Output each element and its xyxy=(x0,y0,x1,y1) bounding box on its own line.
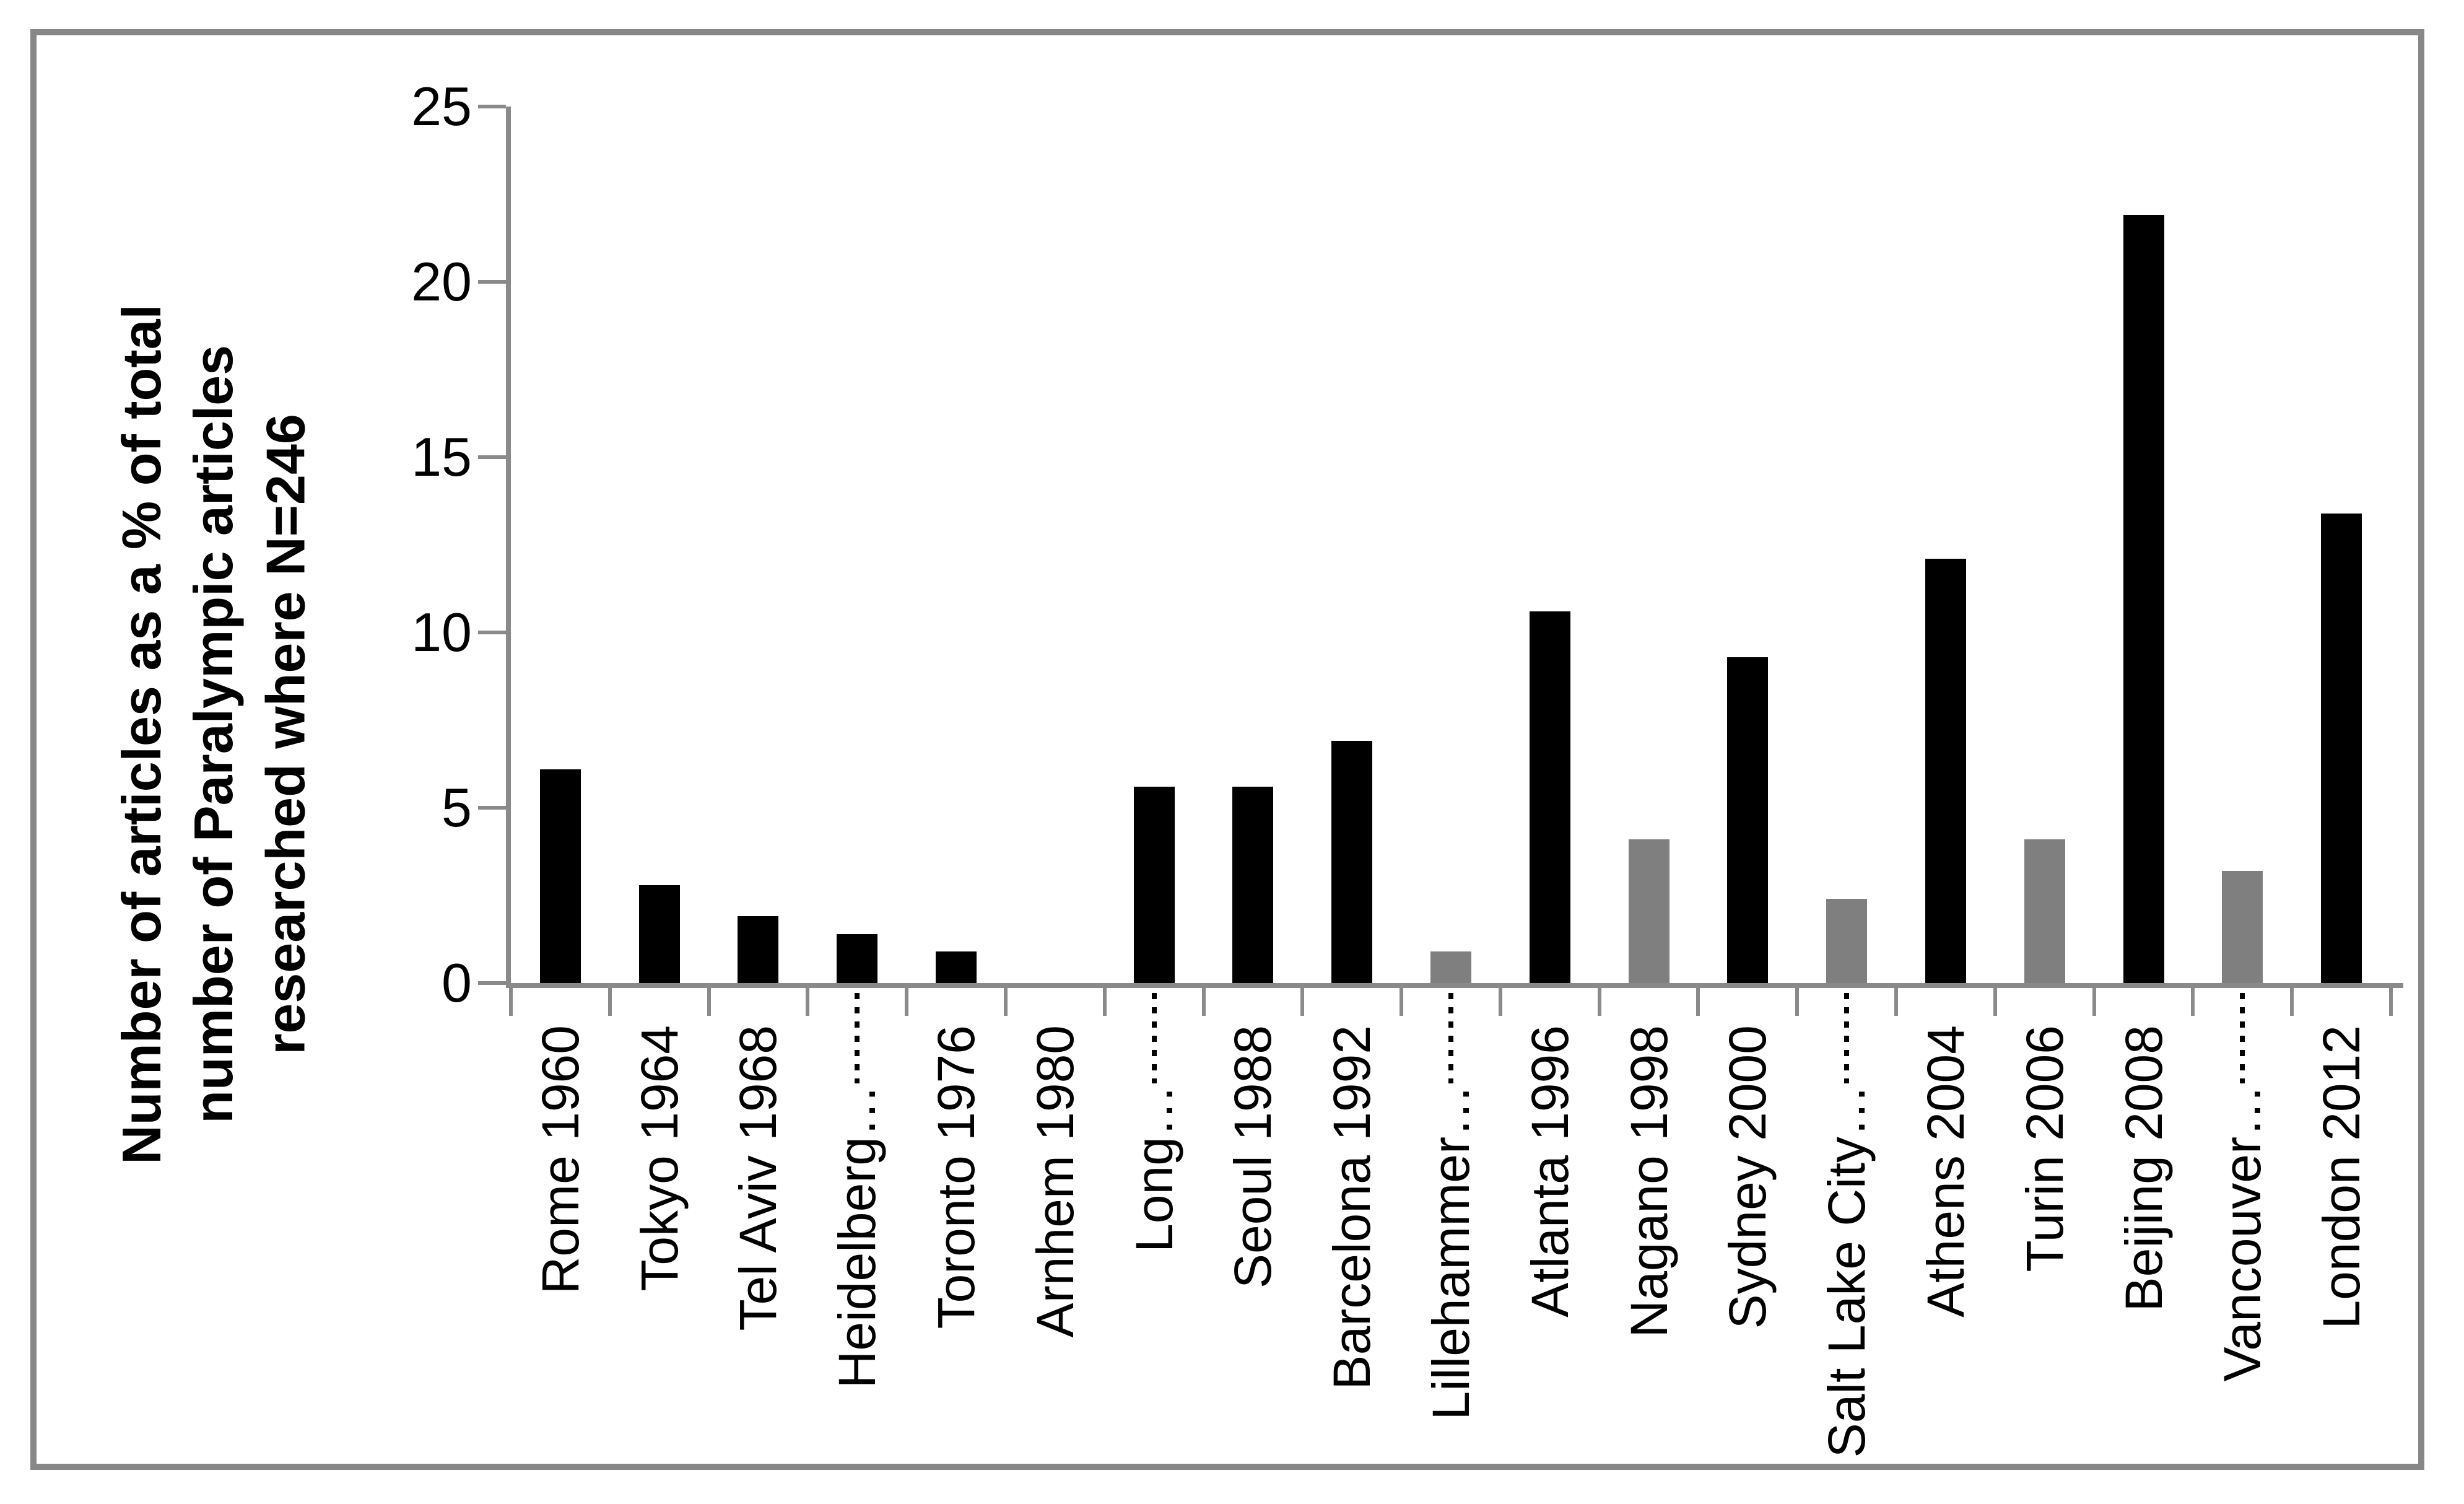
x-label-slot: Sydney 2000 xyxy=(1698,1025,1797,1484)
y-tick xyxy=(478,280,506,284)
bar xyxy=(539,769,581,983)
x-tick-label: Heidelberg… xyxy=(828,1085,887,1389)
bar xyxy=(1133,787,1175,983)
bar xyxy=(2321,513,2362,983)
x-label-slot: Athens 2004 xyxy=(1896,1025,1995,1484)
x-tick-label: Lillehammer… xyxy=(1421,1085,1480,1420)
x-tick-label: Rome 1960 xyxy=(531,1025,590,1295)
x-label-slot: Tokyo 1964 xyxy=(610,1025,709,1484)
x-tick-label: Seoul 1988 xyxy=(1224,1025,1282,1289)
x-axis-line xyxy=(506,983,2403,988)
bar xyxy=(2123,215,2164,983)
truncation-leader-line xyxy=(1448,993,1453,1083)
x-label-slot: Heidelberg… xyxy=(808,993,907,1484)
y-tick-label: 0 xyxy=(442,952,472,1013)
x-tick xyxy=(1498,988,1502,1016)
x-label-slot: Atlanta 1996 xyxy=(1500,1025,1600,1484)
y-tick-label: 10 xyxy=(411,601,472,663)
x-tick-label: Nagano 1998 xyxy=(1619,1025,1678,1338)
bar xyxy=(1430,951,1471,983)
bar xyxy=(2024,839,2065,983)
x-tick xyxy=(1102,988,1107,1016)
x-tick xyxy=(2191,988,2195,1016)
x-tick-label: Arnhem 1980 xyxy=(1025,1025,1084,1338)
bar xyxy=(1727,657,1769,983)
bar xyxy=(1529,611,1570,983)
bar xyxy=(1628,839,1670,983)
x-tick-label: Turin 2006 xyxy=(2015,1025,2074,1272)
x-tick-label: London 2012 xyxy=(2312,1025,2371,1329)
x-tick xyxy=(806,988,810,1016)
y-tick-label: 20 xyxy=(411,251,472,312)
x-tick-label: Vancouver… xyxy=(2213,1085,2272,1382)
x-label-slot: Lillehammer… xyxy=(1401,993,1500,1484)
x-tick-label: Tokyo 1964 xyxy=(630,1025,689,1292)
x-tick-label: Tel Aviv 1968 xyxy=(729,1025,788,1331)
truncation-leader-line xyxy=(855,993,860,1083)
x-tick xyxy=(509,988,513,1016)
x-label-slot: Turin 2006 xyxy=(1995,1025,2094,1484)
bar xyxy=(1232,787,1274,983)
x-tick-label: Sydney 2000 xyxy=(1718,1025,1777,1329)
x-tick-label: Beijing 2008 xyxy=(2114,1025,2173,1312)
y-tick xyxy=(478,631,506,634)
bar xyxy=(738,916,779,983)
x-label-slot: London 2012 xyxy=(2292,1025,2391,1484)
x-tick xyxy=(1696,988,1700,1016)
x-label-slot: Arnhem 1980 xyxy=(1006,1025,1105,1484)
x-tick-label: Salt Lake City… xyxy=(1818,1085,1876,1458)
x-label-slot: Nagano 1998 xyxy=(1600,1025,1699,1484)
truncation-leader-line xyxy=(1844,993,1850,1083)
bar xyxy=(936,951,977,983)
truncation-leader-line xyxy=(2240,993,2245,1083)
x-tick xyxy=(1300,988,1305,1016)
x-label-slot: Salt Lake City… xyxy=(1797,993,1896,1484)
x-tick-label: Atlanta 1996 xyxy=(1520,1025,1579,1318)
x-tick xyxy=(905,988,909,1016)
x-label-slot: Toronto 1976 xyxy=(907,1025,1006,1484)
x-tick xyxy=(1003,988,1008,1016)
bar xyxy=(638,885,680,983)
y-tick xyxy=(478,105,506,108)
x-tick xyxy=(1894,988,1899,1016)
x-label-slot: Tel Aviv 1968 xyxy=(709,1025,808,1484)
bar xyxy=(1331,741,1373,983)
x-tick xyxy=(1993,988,1997,1016)
chart-frame xyxy=(30,29,2424,1470)
x-label-slot: Long… xyxy=(1105,993,1204,1484)
y-axis-line xyxy=(506,107,511,988)
bar xyxy=(837,933,878,983)
truncation-leader-line xyxy=(1151,993,1157,1083)
x-tick xyxy=(1201,988,1206,1016)
x-tick-label: Athens 2004 xyxy=(1916,1025,1975,1318)
x-tick xyxy=(1795,988,1800,1016)
x-tick xyxy=(707,988,711,1016)
bar xyxy=(1925,559,1966,983)
x-tick-label: Barcelona 1992 xyxy=(1323,1025,1382,1390)
x-tick-label: Long… xyxy=(1125,1085,1183,1253)
x-tick xyxy=(1597,988,1601,1016)
y-tick-label: 25 xyxy=(411,76,472,137)
x-tick xyxy=(2389,988,2393,1016)
x-tick xyxy=(607,988,612,1016)
x-label-slot: Beijing 2008 xyxy=(2094,1025,2193,1484)
x-label-slot: Rome 1960 xyxy=(511,1025,610,1484)
x-tick xyxy=(2290,988,2294,1016)
y-tick xyxy=(478,981,506,985)
y-tick-label: 5 xyxy=(442,777,472,838)
x-tick xyxy=(1400,988,1404,1016)
x-tick-label: Toronto 1976 xyxy=(927,1025,986,1329)
x-label-slot: Barcelona 1992 xyxy=(1302,1025,1401,1484)
bar xyxy=(2222,870,2263,983)
x-tick xyxy=(2092,988,2096,1016)
x-label-slot: Vancouver… xyxy=(2193,993,2292,1484)
x-label-slot: Seoul 1988 xyxy=(1204,1025,1303,1484)
y-tick-label: 15 xyxy=(411,426,472,487)
bar xyxy=(1826,899,1868,983)
y-tick xyxy=(478,806,506,810)
y-tick xyxy=(478,455,506,459)
